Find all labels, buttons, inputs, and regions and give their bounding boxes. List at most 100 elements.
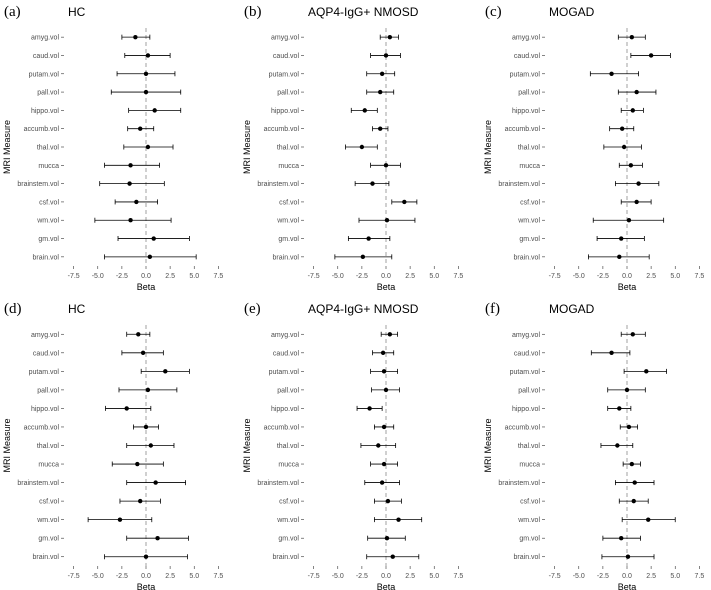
x-axis-title: Beta: [137, 282, 156, 292]
x-tick-label: -7.5: [68, 273, 80, 280]
estimate-point: [644, 369, 649, 374]
y-tick-label: brainstem.vol: [257, 181, 299, 188]
x-tick-label: -2.5: [597, 273, 609, 280]
y-tick-label: brain.vol: [514, 254, 541, 261]
y-tick-label: brainstem.vol: [257, 480, 299, 487]
y-tick-label: csf.vol: [39, 499, 59, 506]
y-tick-label: gm.vol: [278, 536, 299, 543]
y-tick-label: amyg.vol: [512, 332, 540, 339]
panel-title: AQP4-IgG+ NMOSD: [308, 5, 419, 19]
estimate-point: [143, 554, 149, 559]
y-tick-label: mucca: [278, 163, 299, 170]
y-tick-label: accumb.vol: [264, 126, 300, 133]
x-tick-label: 7.5: [213, 273, 223, 280]
y-tick-label: brainstem.vol: [498, 181, 540, 188]
x-tick-label: -5.0: [332, 273, 344, 280]
x-tick-label: -5.0: [332, 573, 344, 580]
estimate-point: [140, 350, 146, 356]
y-tick-label: pall.vol: [277, 90, 299, 97]
y-tick-label: wm.vol: [36, 517, 59, 524]
y-tick-label: pall.vol: [37, 387, 59, 394]
forest-panel-c: (c) MOGAD amyg.vol caud.vol putam.vol pall.vo…: [483, 4, 704, 292]
y-tick-label: wm.vol: [36, 218, 59, 225]
x-tick-label: -5.0: [92, 573, 104, 580]
estimate-point: [629, 34, 635, 40]
x-tick-label: 0.0: [381, 273, 391, 280]
estimate-point: [147, 254, 153, 260]
estimate-point: [630, 332, 635, 337]
estimate-point: [153, 480, 158, 485]
estimate-point: [143, 89, 149, 95]
x-tick-label: 2.5: [405, 573, 415, 580]
y-tick-label: caud.vol: [514, 53, 541, 60]
estimate-point: [379, 71, 385, 76]
estimate-point: [128, 218, 133, 223]
x-tick-label: 7.5: [213, 573, 223, 580]
y-tick-label: accumb.vol: [505, 126, 541, 133]
y-tick-label: amyg.vol: [271, 35, 299, 42]
x-tick-label: -5.0: [573, 573, 585, 580]
estimate-point: [383, 387, 389, 393]
y-tick-label: accumb.vol: [24, 126, 60, 133]
y-tick-label: hippo.vol: [512, 108, 540, 115]
estimate-point: [628, 163, 634, 168]
y-tick-label: brain.vol: [514, 554, 541, 561]
estimate-point: [127, 181, 132, 186]
estimate-point: [152, 108, 157, 113]
estimate-point: [390, 554, 395, 559]
y-tick-label: pall.vol: [518, 90, 540, 97]
y-tick-label: putam.vol: [269, 71, 300, 78]
estimate-point: [646, 517, 651, 522]
y-tick-label: hippo.vol: [271, 108, 299, 115]
y-tick-label: mucca: [278, 462, 299, 469]
y-axis-title: MRI Measure: [2, 120, 12, 174]
panel-label: (c): [485, 4, 502, 20]
x-tick-label: 7.5: [453, 273, 463, 280]
forest-panel-d: (d) HC amyg.vol caud.vol putam.vol pall.vol hi…: [2, 301, 223, 590]
y-tick-label: thal.vol: [37, 443, 60, 450]
y-tick-label: accumb.vol: [24, 424, 60, 431]
estimate-point: [134, 199, 139, 205]
estimate-point: [615, 443, 620, 448]
estimate-point: [117, 517, 123, 522]
estimate-point: [632, 480, 637, 485]
x-tick-label: 5.0: [429, 273, 439, 280]
estimate-point: [636, 181, 641, 186]
x-tick-label: -2.5: [116, 273, 128, 280]
x-tick-label: 5.0: [670, 273, 680, 280]
y-tick-label: caud.vol: [514, 350, 541, 357]
y-tick-label: hippo.vol: [31, 108, 59, 115]
estimate-point: [624, 387, 630, 393]
forest-panel-f: (f) MOGAD amyg.vol caud.vol putam.vol pall.vo…: [483, 301, 704, 590]
x-axis-title: Beta: [618, 282, 637, 292]
panel-label: (d): [4, 301, 22, 317]
x-tick-label: -7.5: [549, 573, 561, 580]
estimate-point: [634, 89, 639, 95]
estimate-point: [383, 163, 389, 168]
y-tick-label: brainstem.vol: [17, 181, 59, 188]
x-tick-label: 0.0: [141, 573, 151, 580]
estimate-point: [609, 71, 614, 76]
y-tick-label: gm.vol: [278, 236, 299, 243]
y-tick-label: brain.vol: [273, 254, 300, 261]
x-axis-title: Beta: [377, 582, 396, 590]
x-tick-label: 5.0: [429, 573, 439, 580]
estimate-point: [148, 443, 154, 448]
y-tick-label: thal.vol: [37, 145, 60, 152]
estimate-point: [145, 387, 151, 393]
panel-label: (e): [244, 301, 261, 317]
x-tick-label: 2.5: [405, 273, 415, 280]
panel-title: MOGAD: [549, 302, 595, 316]
estimate-point: [626, 424, 632, 430]
x-tick-label: 2.5: [165, 273, 175, 280]
estimate-point: [626, 218, 632, 223]
y-tick-label: thal.vol: [518, 145, 541, 152]
y-tick-label: brain.vol: [273, 554, 300, 561]
y-tick-label: putam.vol: [269, 369, 300, 376]
estimate-point: [383, 53, 389, 58]
x-axis-title: Beta: [377, 282, 396, 292]
x-tick-label: -2.5: [597, 573, 609, 580]
y-tick-label: accumb.vol: [264, 424, 300, 431]
y-tick-label: amyg.vol: [31, 35, 59, 42]
